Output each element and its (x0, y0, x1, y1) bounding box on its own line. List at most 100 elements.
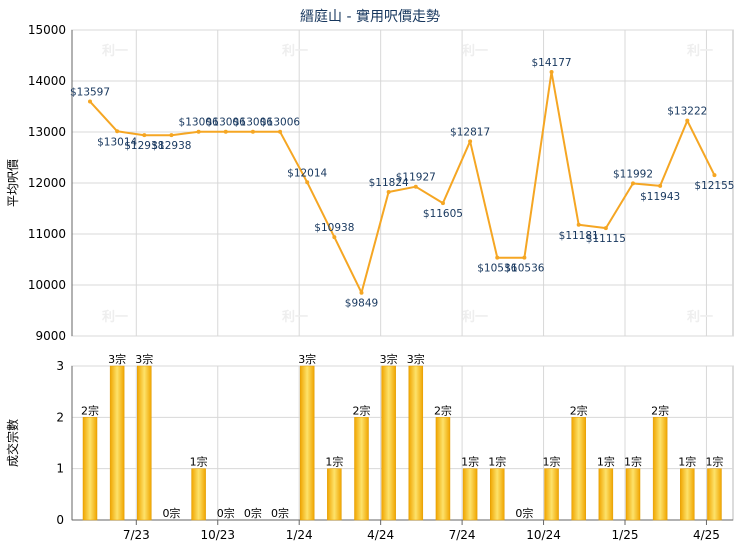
volume-bar-label: 3宗 (298, 352, 316, 366)
price-point-label: $13014 (97, 136, 137, 148)
volume-y-tick-label: 3 (56, 359, 64, 373)
x-tick-label: 7/24 (449, 528, 476, 542)
price-point-label: $11927 (396, 172, 436, 184)
price-point (305, 180, 310, 185)
price-point-label: $12817 (450, 126, 490, 138)
price-point-label: $12155 (694, 180, 734, 192)
x-tick-label: 10/24 (526, 528, 561, 542)
price-point-label: $9849 (345, 298, 378, 310)
price-point-label: $13006 (179, 117, 219, 129)
volume-bar (354, 417, 369, 521)
price-point-label: $10536 (477, 263, 517, 275)
price-point (413, 184, 418, 189)
volume-bar (544, 468, 559, 521)
price-point (142, 133, 147, 138)
price-point (576, 222, 581, 227)
price-point-label: $13222 (667, 106, 707, 118)
volume-bar (408, 365, 424, 521)
price-point (468, 139, 473, 144)
volume-bar-label: 1宗 (488, 455, 506, 469)
price-point (88, 99, 92, 104)
volume-bar-label: 3宗 (135, 352, 153, 366)
volume-bar-label: 0宗 (162, 506, 180, 520)
price-point (549, 69, 554, 74)
watermark-text: 利一 (687, 43, 713, 59)
price-point (115, 129, 120, 134)
volume-bar-label: 2宗 (570, 403, 588, 417)
volume-bar (680, 468, 695, 521)
watermark-text: 利一 (462, 43, 488, 59)
volume-bar-label: 2宗 (651, 403, 669, 417)
price-y-axis-title: 平均呎價 (6, 159, 20, 207)
volume-bar (82, 417, 98, 521)
price-point-label: $11115 (586, 233, 626, 245)
price-line-series (89, 71, 716, 294)
volume-bar (137, 365, 152, 521)
volume-bar-label: 1宗 (190, 455, 208, 469)
volume-bar (299, 365, 315, 521)
watermark-text: 利一 (102, 309, 128, 325)
volume-bar-label: 2宗 (434, 403, 452, 417)
x-tick-label: 4/24 (367, 528, 394, 542)
price-point (196, 129, 201, 134)
volume-bar-label: 1宗 (678, 455, 696, 469)
volume-bar (191, 468, 206, 521)
volume-bar-label: 1宗 (705, 455, 723, 469)
volume-bar-label: 1宗 (461, 455, 479, 469)
volume-bar-label: 0宗 (515, 506, 533, 520)
volume-bar-label: 0宗 (271, 506, 289, 520)
price-point (603, 226, 608, 231)
x-tick-label: 7/23 (123, 528, 150, 542)
volume-y-tick-label: 1 (56, 462, 64, 476)
price-y-tick-label: 9000 (35, 329, 66, 343)
price-y-tick-label: 11000 (28, 227, 66, 241)
price-point (522, 255, 527, 260)
price-point-label: $12938 (124, 140, 164, 152)
price-point-label: $10536 (504, 263, 544, 275)
volume-bar (462, 468, 478, 521)
price-point-label: $13597 (70, 87, 110, 99)
volume-bar-label: 3宗 (407, 352, 425, 366)
price-point (332, 235, 337, 240)
volume-bar-label: 1宗 (325, 455, 343, 469)
price-point (169, 133, 174, 138)
price-y-tick-label: 12000 (28, 176, 66, 190)
price-y-tick-label: 15000 (28, 23, 66, 37)
price-point-label: $11992 (613, 168, 653, 180)
price-y-tick-label: 14000 (28, 74, 66, 88)
price-point (278, 129, 283, 134)
volume-plot-area (71, 365, 734, 521)
volume-bar (490, 468, 505, 521)
volume-bar (598, 468, 614, 521)
volume-bar-label: 3宗 (108, 352, 126, 366)
volume-bar (381, 365, 396, 521)
price-y-tick-label: 13000 (28, 125, 66, 139)
price-point-label: $11943 (640, 191, 680, 203)
watermark-text: 利一 (687, 309, 713, 325)
price-point-label: $11605 (423, 208, 463, 220)
price-point (250, 129, 255, 134)
price-point (440, 201, 445, 206)
volume-bar-label: 0宗 (217, 506, 235, 520)
x-tick-label: 1/24 (286, 528, 313, 542)
volume-bar-label: 2宗 (353, 403, 371, 417)
watermark-text: 利一 (282, 43, 308, 59)
volume-y-axis-title: 成交宗數 (5, 419, 20, 467)
price-point (359, 290, 364, 295)
volume-bar (652, 417, 668, 521)
volume-bar (625, 468, 641, 521)
x-tick-label: 10/23 (200, 528, 235, 542)
price-point (495, 255, 500, 260)
volume-bar-label: 0宗 (244, 506, 262, 520)
price-point-label: $10938 (314, 222, 354, 234)
price-point-label: $14177 (532, 57, 572, 69)
price-point-label: $13006 (206, 117, 246, 129)
price-point-label: $11824 (369, 177, 409, 189)
volume-bar-label: 1宗 (624, 455, 642, 469)
price-point (386, 189, 391, 194)
volume-bar (571, 417, 586, 521)
price-point-label: $13006 (233, 117, 273, 129)
price-point (685, 118, 690, 123)
volume-bar (435, 417, 451, 521)
